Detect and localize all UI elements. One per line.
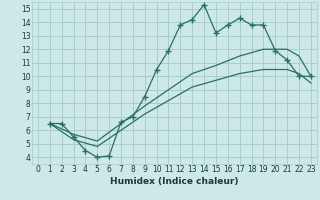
X-axis label: Humidex (Indice chaleur): Humidex (Indice chaleur) [110,177,239,186]
